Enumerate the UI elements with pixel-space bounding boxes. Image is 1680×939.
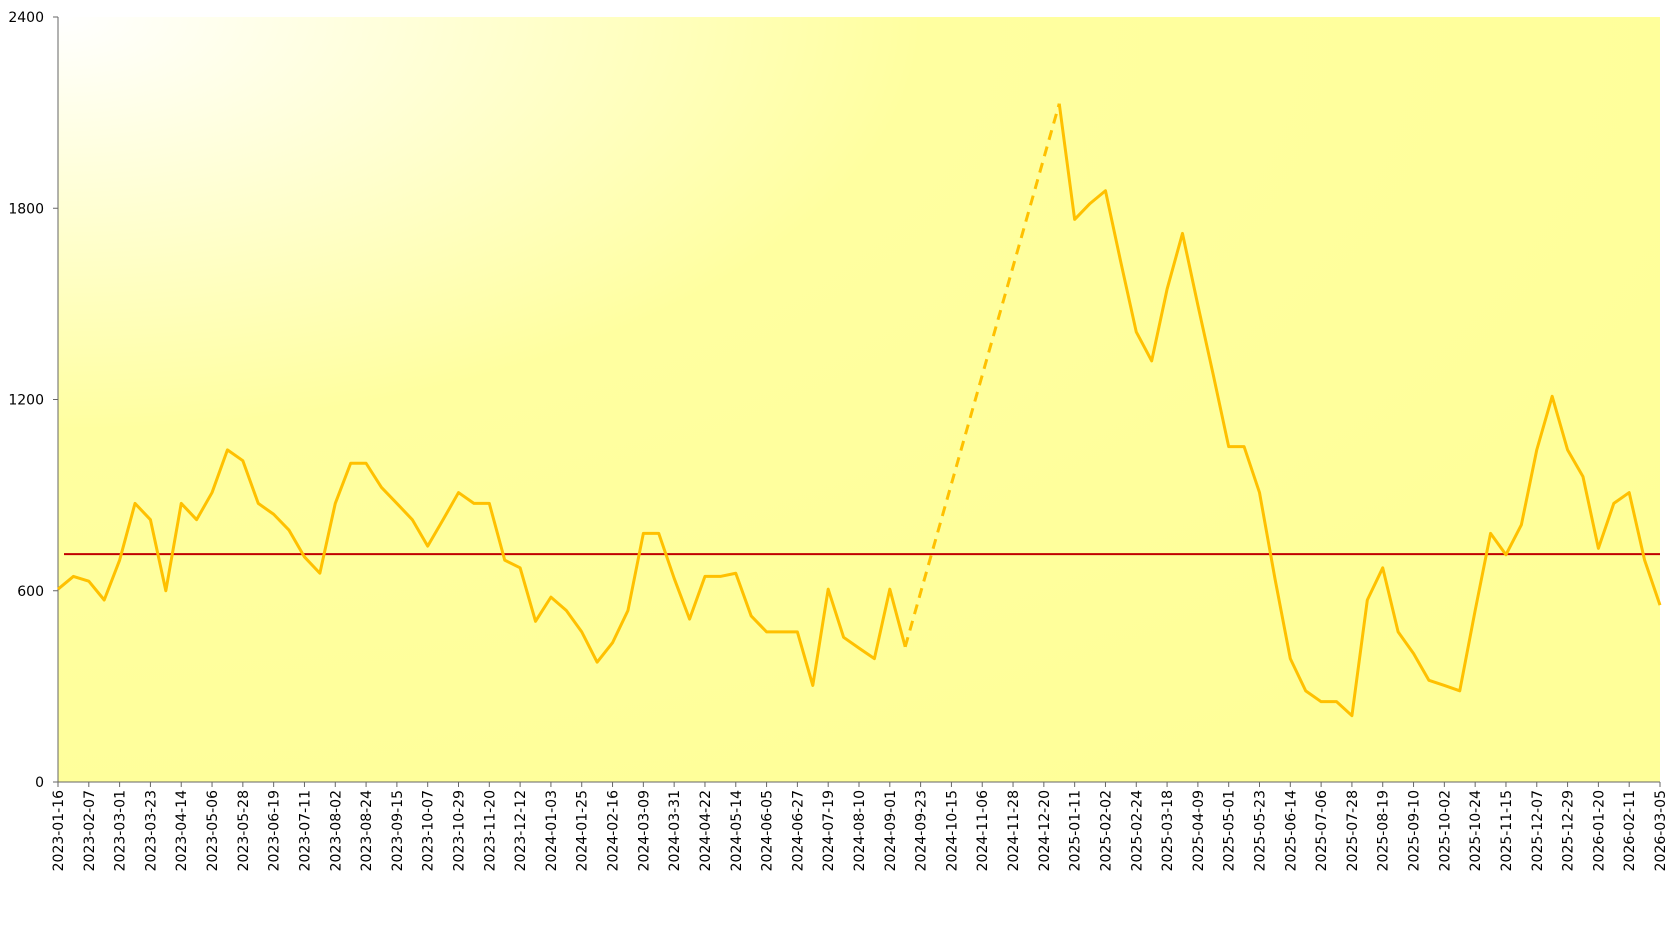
x-tick-label: 2025-10-02 bbox=[1437, 790, 1453, 871]
x-tick-label: 2024-09-01 bbox=[883, 790, 899, 871]
series-line bbox=[57, 448, 907, 687]
y-tick-label: 1800 bbox=[8, 201, 44, 217]
x-tick-label: 2024-06-27 bbox=[790, 790, 806, 871]
x-tick-label: 2023-05-28 bbox=[236, 790, 252, 871]
x-tick-label: 2025-03-18 bbox=[1160, 790, 1176, 871]
x-tick-label: 2025-12-29 bbox=[1561, 790, 1577, 871]
x-tick-label: 2023-02-07 bbox=[82, 790, 98, 871]
x-tick-label: 2025-12-07 bbox=[1530, 790, 1546, 871]
x-tick-label: 2024-04-22 bbox=[698, 790, 714, 871]
x-tick-label: 2025-02-24 bbox=[1129, 790, 1145, 871]
x-tick-label: 2024-03-09 bbox=[636, 790, 652, 871]
x-tick-label: 2024-03-31 bbox=[667, 790, 683, 871]
x-tick-label: 2023-11-20 bbox=[482, 790, 498, 871]
x-tick-label: 2025-04-09 bbox=[1191, 790, 1207, 871]
x-tick-label: 2025-01-11 bbox=[1068, 790, 1084, 871]
x-tick-label: 2025-05-23 bbox=[1253, 790, 1269, 871]
x-tick-label: 2025-08-19 bbox=[1376, 790, 1392, 871]
x-tick-label: 2023-12-12 bbox=[513, 790, 529, 871]
y-tick-label: 600 bbox=[17, 584, 44, 600]
plot-area bbox=[58, 17, 1660, 782]
x-tick-label: 2026-03-05 bbox=[1653, 790, 1669, 871]
x-tick-label: 2025-07-06 bbox=[1314, 790, 1330, 871]
x-tick-label: 2023-09-15 bbox=[390, 790, 406, 871]
y-tick-label: 2400 bbox=[8, 10, 44, 26]
x-tick-label: 2023-03-23 bbox=[143, 790, 159, 871]
x-tick-label: 2026-01-20 bbox=[1591, 790, 1607, 871]
x-tick-label: 2026-02-11 bbox=[1622, 790, 1638, 871]
x-tick-label: 2025-06-14 bbox=[1283, 790, 1299, 871]
x-tick-label: 2023-05-06 bbox=[205, 790, 221, 871]
gap-connector bbox=[903, 103, 1061, 648]
x-tick-label: 2024-06-05 bbox=[760, 790, 776, 871]
x-tick-label: 2024-08-10 bbox=[852, 790, 868, 871]
y-tick-label: 0 bbox=[35, 775, 44, 791]
x-tick-label: 2025-10-24 bbox=[1468, 790, 1484, 871]
x-tick-label: 2025-02-02 bbox=[1098, 790, 1114, 871]
x-tick-label: 2024-01-03 bbox=[544, 790, 560, 871]
x-tick-label: 2024-02-16 bbox=[606, 790, 622, 871]
x-tick-label: 2023-04-14 bbox=[174, 790, 190, 871]
x-tick-label: 2024-10-15 bbox=[944, 790, 960, 871]
x-tick-label: 2024-05-14 bbox=[729, 790, 745, 871]
x-tick-label: 2023-10-07 bbox=[421, 790, 437, 871]
x-tick-label: 2023-01-16 bbox=[51, 790, 67, 871]
x-tick-label: 2025-09-10 bbox=[1407, 790, 1423, 871]
x-tick-label: 2024-09-23 bbox=[914, 790, 930, 871]
x-tick-label: 2023-08-02 bbox=[328, 790, 344, 871]
x-tick-label: 2023-03-01 bbox=[113, 790, 129, 871]
x-tick-label: 2025-11-15 bbox=[1499, 790, 1515, 871]
y-tick-label: 1200 bbox=[8, 393, 44, 409]
x-tick-label: 2023-07-11 bbox=[297, 790, 313, 871]
x-tick-label: 2024-07-19 bbox=[821, 790, 837, 871]
x-tick-label: 2023-08-24 bbox=[359, 790, 375, 871]
x-tick-label: 2024-11-06 bbox=[975, 790, 991, 871]
x-tick-label: 2023-06-19 bbox=[267, 790, 283, 871]
x-tick-label: 2024-01-25 bbox=[575, 790, 591, 871]
x-tick-label: 2025-05-01 bbox=[1222, 790, 1238, 871]
x-tick-label: 2024-11-28 bbox=[1006, 790, 1022, 871]
x-tick-label: 2025-07-28 bbox=[1345, 790, 1361, 871]
x-tick-label: 2023-10-29 bbox=[452, 790, 468, 871]
series-line bbox=[1057, 103, 1662, 718]
x-tick-label: 2024-12-20 bbox=[1037, 790, 1053, 871]
